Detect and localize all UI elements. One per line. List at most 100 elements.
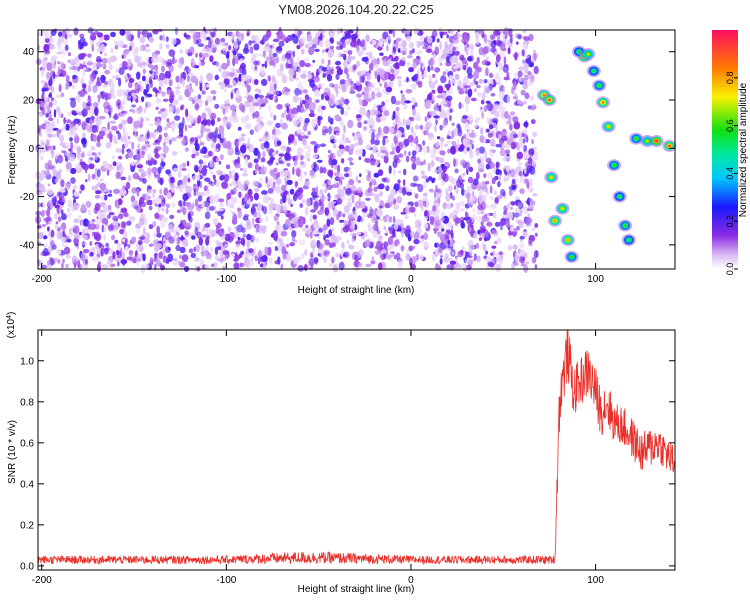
noise-speckle [281,184,287,192]
noise-speckle [50,29,57,37]
noise-speckle [464,95,470,105]
noise-speckle [134,55,140,63]
noise-speckle [174,186,182,190]
noise-speckle [451,195,455,201]
noise-speckle [451,130,454,140]
noise-speckle [303,171,307,176]
noise-speckle [262,98,269,104]
noise-speckle [432,95,435,101]
noise-speckle [238,136,245,142]
noise-speckle [112,161,117,167]
noise-speckle [386,216,393,224]
noise-speckle [436,38,440,43]
noise-speckle [177,94,183,101]
noise-speckle [341,242,345,249]
noise-speckle [403,168,407,176]
noise-speckle [253,158,259,164]
noise-speckle [453,50,460,56]
noise-speckle [130,95,133,103]
noise-speckle [476,215,483,222]
noise-speckle [409,116,415,122]
noise-speckle [67,199,72,208]
noise-speckle [348,148,354,156]
colorbar-tick-label: 0.4 [725,167,735,180]
noise-speckle [367,222,372,232]
noise-speckle [336,41,343,46]
spectrogram-x-ticks: -200 -100 0 100 [32,30,604,285]
noise-speckle [312,214,317,220]
noise-speckle [229,183,233,187]
noise-speckle [153,232,157,239]
noise-speckle [138,222,142,228]
noise-speckle [197,115,202,124]
noise-speckle [320,58,325,65]
noise-speckle [147,167,152,176]
noise-speckle [385,254,392,260]
noise-speckle [171,150,178,156]
noise-speckle [505,203,511,209]
noise-speckle [395,37,402,42]
noise-speckle [338,148,345,154]
noise-speckle [471,144,475,150]
noise-speckle [89,235,93,239]
noise-speckle [457,128,463,137]
noise-speckle [162,33,165,42]
noise-speckle [332,264,338,273]
noise-speckle [423,232,429,241]
noise-speckle [301,99,306,105]
noise-speckle [80,184,85,191]
noise-speckle [297,265,305,272]
noise-speckle [219,81,226,90]
noise-speckle [524,92,530,100]
noise-speckle [448,79,451,89]
noise-speckle [485,67,489,77]
noise-speckle [506,171,510,181]
x-tick-label: -200 [32,274,52,285]
noise-speckle [287,64,292,69]
noise-speckle [448,175,454,183]
noise-speckle [501,128,507,138]
noise-speckle [343,60,348,69]
noise-speckle [387,194,395,203]
noise-speckle [192,175,198,181]
noise-speckle [264,246,269,256]
noise-speckle [265,56,269,63]
noise-speckle [65,162,72,170]
noise-speckle [533,53,537,61]
noise-speckle [461,188,465,196]
noise-speckle [231,33,236,40]
noise-speckle [67,211,72,219]
noise-speckle [145,117,150,121]
noise-speckle [300,253,305,260]
noise-speckle [125,30,132,35]
noise-speckle [431,57,436,66]
noise-speckle [134,83,139,90]
noise-speckle [291,107,299,115]
noise-speckle [48,125,54,130]
noise-speckle [268,54,272,61]
noise-speckle [368,62,374,71]
noise-speckle [38,202,41,208]
noise-speckle [439,136,444,141]
noise-speckle [76,94,81,103]
noise-speckle [400,90,403,94]
snr-plot-area [38,330,675,570]
noise-speckle [431,54,437,59]
noise-speckle [261,255,268,263]
noise-speckle [137,239,143,245]
noise-speckle [517,147,521,151]
noise-speckle [346,239,350,244]
noise-speckle [393,46,396,53]
noise-speckle [528,187,534,193]
noise-speckle [374,195,380,203]
noise-speckle [314,48,320,53]
noise-speckle [434,169,438,174]
noise-speckle [365,263,372,268]
noise-speckle [367,213,372,219]
noise-speckle [275,223,282,230]
y-tick-label: 0.2 [20,520,34,531]
noise-speckle [432,205,437,212]
noise-speckle [303,143,310,150]
noise-speckle [191,115,194,124]
